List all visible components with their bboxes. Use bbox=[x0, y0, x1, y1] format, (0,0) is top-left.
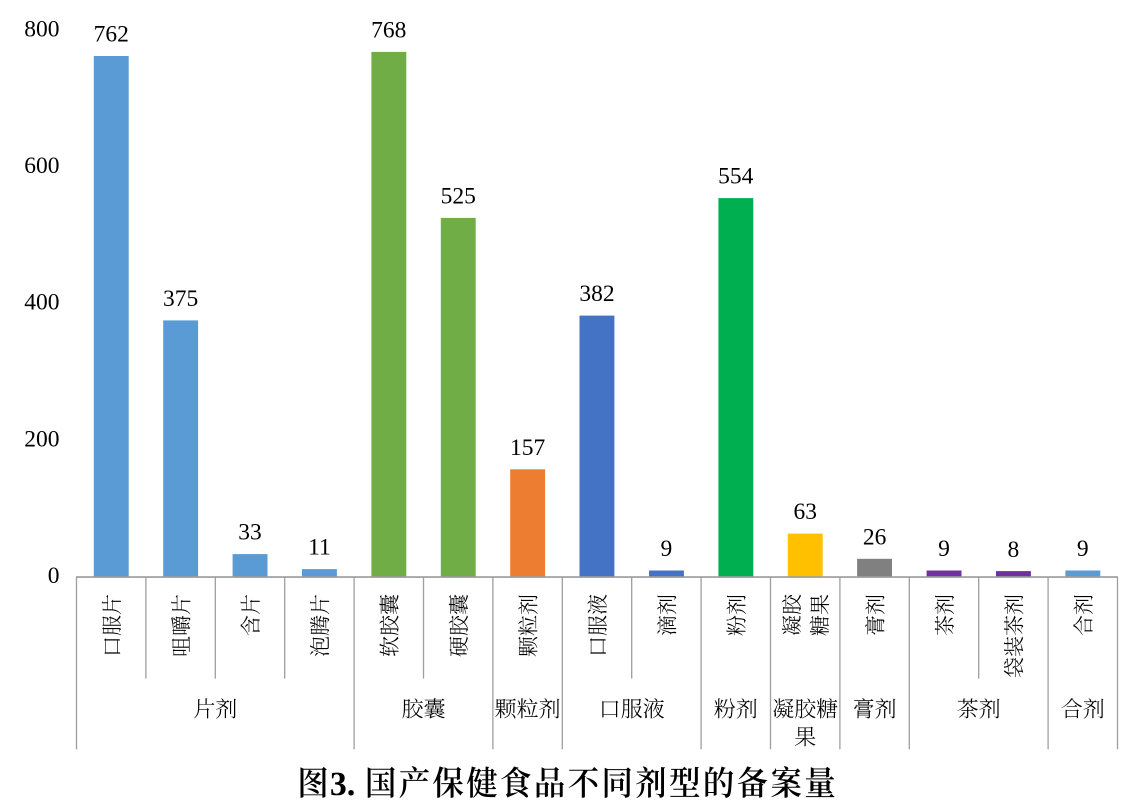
svg-text:768: 768 bbox=[371, 18, 406, 44]
svg-text:33: 33 bbox=[238, 520, 262, 546]
svg-text:9: 9 bbox=[1077, 536, 1089, 562]
svg-text:554: 554 bbox=[718, 164, 754, 190]
svg-text:26: 26 bbox=[863, 525, 887, 551]
svg-text:400: 400 bbox=[24, 290, 59, 316]
svg-text:63: 63 bbox=[793, 499, 817, 525]
svg-text:157: 157 bbox=[510, 435, 546, 461]
svg-text:762: 762 bbox=[94, 22, 129, 48]
svg-text:9: 9 bbox=[661, 536, 673, 562]
svg-text:800: 800 bbox=[24, 16, 59, 42]
svg-text:11: 11 bbox=[308, 535, 331, 561]
svg-text:382: 382 bbox=[579, 281, 614, 307]
svg-text:9: 9 bbox=[938, 536, 950, 562]
svg-text:0: 0 bbox=[48, 563, 60, 589]
svg-text:525: 525 bbox=[441, 184, 476, 210]
svg-text:8: 8 bbox=[1008, 537, 1020, 563]
svg-text:200: 200 bbox=[24, 426, 59, 452]
svg-text:375: 375 bbox=[163, 286, 198, 312]
svg-text:600: 600 bbox=[24, 153, 59, 179]
